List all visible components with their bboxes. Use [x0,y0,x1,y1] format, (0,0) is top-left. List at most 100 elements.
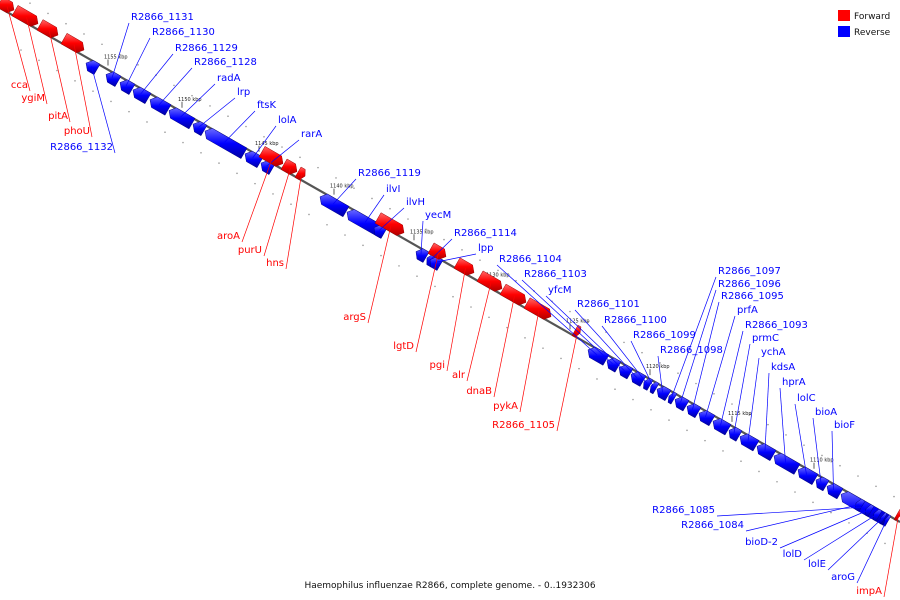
gene-biod-2[interactable] [864,504,875,517]
gene-r2866-1129[interactable] [132,86,152,105]
gene-label-r2866-1099[interactable]: R2866_1099 [633,330,696,341]
gene-r2866-1128[interactable] [149,96,172,116]
gene-label-yecm[interactable]: yecM [425,210,451,221]
gene-label-r2866-1095[interactable]: R2866_1095 [721,291,784,302]
gene-label-r2866-1119[interactable]: R2866_1119 [358,168,421,179]
gene-label-alr[interactable]: alr [452,370,466,381]
gene-label-r2866-1101[interactable]: R2866_1101 [577,299,640,310]
gene-r2866-1095[interactable] [686,403,702,419]
gene-label-rada[interactable]: radA [217,73,241,84]
gene-label-pyka[interactable]: pykA [493,401,518,412]
gene-alr[interactable] [476,270,503,292]
gene-label-phou[interactable]: phoU [64,126,90,137]
gene-lold[interactable] [872,508,883,522]
gene-r2866-1131[interactable] [105,71,122,87]
gene-label-impa[interactable]: impA [856,586,882,597]
gene-label-arog[interactable]: aroG [831,572,855,583]
gene-lpp[interactable] [429,256,444,271]
gene-label-args[interactable]: argS [343,312,366,323]
gene-r2866-1098[interactable] [656,386,672,402]
gene-puru[interactable] [280,158,298,175]
gene-dnab[interactable] [499,283,527,306]
gene-lolc[interactable] [797,466,819,486]
gene-label-ftsk[interactable]: ftsK [257,100,276,111]
gene-label-lpp[interactable]: lpp [478,243,493,254]
gene-phou[interactable] [60,32,85,53]
gene-label-ycha[interactable]: ychA [761,347,786,358]
gene-yecm[interactable] [415,248,430,263]
gene-hns[interactable] [294,166,306,181]
gene-label-hpra[interactable]: hprA [782,377,806,388]
gene-label-lrp[interactable]: lrp [237,87,250,98]
gene-prfa[interactable] [698,410,716,427]
gene-label-prfa[interactable]: prfA [737,305,758,316]
gene-r2866-1093[interactable] [712,418,732,436]
gene-r2866-1097[interactable] [667,391,678,405]
gene-pgi[interactable] [453,257,475,276]
gene-impa[interactable] [893,508,900,521]
gene-ycha[interactable] [739,433,760,452]
gene-label-bioa[interactable]: bioA [815,407,837,418]
gene-r2866-1096[interactable] [674,396,690,412]
gene-label-prmc[interactable]: prmC [752,333,779,344]
gene-label-r2866-1098[interactable]: R2866_1098 [660,345,723,356]
gene-label-kdsa[interactable]: kdsA [771,362,795,373]
gene-label-ilvi[interactable]: ilvI [386,184,400,195]
gene-label-r2866-1131[interactable]: R2866_1131 [131,12,194,23]
gene-label-r2866-1128[interactable]: R2866_1128 [194,57,257,68]
gene-r2866-1130[interactable] [119,79,136,95]
gene-label-biod-2[interactable]: bioD-2 [745,537,778,548]
gene-label-lolc[interactable]: lolC [797,393,816,404]
gene-label-lold[interactable]: lolD [783,549,803,560]
gene-biof[interactable] [826,483,844,500]
gene-label-puru[interactable]: purU [238,245,262,256]
gene-label-r2866-1103[interactable]: R2866_1103 [524,269,587,280]
gene-label-pita[interactable]: pitA [48,111,68,122]
gene-label-r2866-1093[interactable]: R2866_1093 [745,320,808,331]
gene-label-pgi[interactable]: pgi [430,360,445,371]
gene-label-lola[interactable]: lolA [278,115,297,126]
gene-label-aroa[interactable]: aroA [217,231,240,242]
gene-label-r2866-1097[interactable]: R2866_1097 [718,266,781,277]
gene-lola[interactable] [244,150,264,169]
gene-label-r2866-1132[interactable]: R2866_1132 [50,142,113,153]
gene-hpra[interactable] [773,453,801,475]
gene-yfcm[interactable] [618,364,634,380]
gene-lole[interactable] [878,512,888,525]
gene-label-cca[interactable]: cca [11,80,28,91]
gene-pita[interactable] [36,19,59,39]
gene-label-r2866-1084[interactable]: R2866_1084 [681,520,744,531]
gene-label-r2866-1130[interactable]: R2866_1130 [152,27,215,38]
gene-label-r2866-1105[interactable]: R2866_1105 [492,420,555,431]
gene-prmc[interactable] [728,427,743,442]
gene-label-ilvh[interactable]: ilvH [406,197,425,208]
gene-r2866-1084[interactable] [855,498,866,512]
gene-label-r2866-1096[interactable]: R2866_1096 [718,279,781,290]
gene-kdsa[interactable] [756,443,777,462]
gene-bioa[interactable] [815,476,830,492]
gene-label-r2866-1100[interactable]: R2866_1100 [604,315,667,326]
gene-args[interactable] [374,212,405,236]
gene-label-dnab[interactable]: dnaB [466,386,492,397]
gene-label-rara[interactable]: rarA [301,129,322,140]
gene-label-r2866-1114[interactable]: R2866_1114 [454,228,517,239]
gene-aroa[interactable] [258,146,284,167]
gene-label-lgtd[interactable]: lgtD [393,341,414,352]
gene-r2866-1099[interactable] [649,381,660,395]
legend-swatch-forward [838,10,850,21]
gene-ygim[interactable] [11,5,39,27]
gene-label-biof[interactable]: bioF [834,420,855,431]
track-dot [65,22,67,25]
gene-label-lole[interactable]: lolE [808,559,826,570]
gene-label-yfcm[interactable]: yfcM [548,285,572,296]
gene-r2866-1132[interactable] [85,60,101,75]
gene-label-r2866-1085[interactable]: R2866_1085 [652,505,715,516]
gene-label-r2866-1104[interactable]: R2866_1104 [499,254,562,265]
gene-rada[interactable] [168,107,196,130]
gene-r2866-1119[interactable] [319,193,350,218]
gene-label-ygim[interactable]: ygiM [21,93,45,104]
gene-label-hns[interactable]: hns [266,258,284,269]
gene-label-r2866-1129[interactable]: R2866_1129 [175,43,238,54]
gene-ftsk[interactable] [204,128,248,159]
gene-lrp[interactable] [192,121,208,137]
